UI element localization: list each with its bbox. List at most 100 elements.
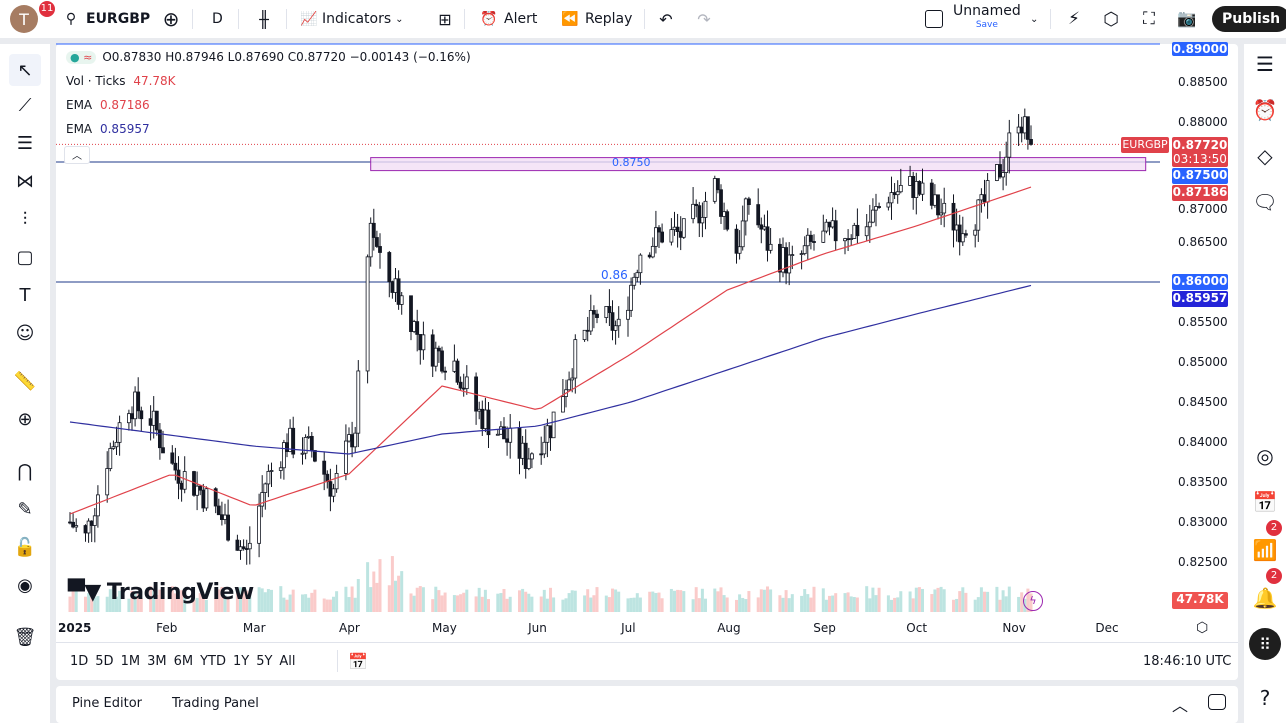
price-tick: 0.88500: [1178, 75, 1228, 89]
volume-bar: [421, 587, 425, 612]
candle-body: [740, 220, 745, 248]
volume-bar: [549, 587, 552, 612]
lightning-event-icon[interactable]: ϟ: [1023, 591, 1043, 611]
stay-drawing-tool[interactable]: ✎: [12, 496, 38, 522]
volume-bar: [933, 589, 937, 612]
measure-tool[interactable]: 📏: [12, 368, 38, 394]
timeframe-3m[interactable]: 3M: [147, 654, 167, 669]
candle-body: [83, 525, 88, 534]
candle-body: [737, 246, 742, 254]
time-tick: Feb: [156, 621, 178, 635]
timeframe-5y[interactable]: 5Y: [256, 654, 273, 669]
hide-drawings-tool[interactable]: ◉: [12, 572, 38, 598]
publish-button[interactable]: Publish: [1212, 6, 1286, 32]
volume-bar: [561, 599, 565, 612]
tab-pine-editor[interactable]: Pine Editor: [72, 696, 143, 711]
volume-bar: [682, 591, 686, 612]
magnet-tool[interactable]: ⋂: [12, 458, 38, 484]
remove-drawings-tool[interactable]: 🗑: [12, 624, 38, 650]
chats-button[interactable]: 🗨: [1251, 188, 1279, 216]
snapshot-button[interactable]: 📷: [1177, 0, 1195, 38]
last-price: 0.87720: [1172, 138, 1228, 152]
maximize-icon[interactable]: [1208, 694, 1226, 710]
redo-button[interactable]: ↷: [695, 0, 713, 38]
candle-body: [914, 181, 919, 198]
candle-body: [939, 212, 943, 216]
timeframe-1y[interactable]: 1Y: [232, 654, 250, 669]
calendar-button[interactable]: 📅: [1251, 488, 1279, 516]
layout-name[interactable]: Unnamed Save: [953, 4, 1021, 30]
save-link[interactable]: Save: [975, 20, 998, 30]
timeframe-1d[interactable]: 1D: [70, 654, 89, 669]
timeframe-ytd[interactable]: YTD: [200, 654, 226, 669]
goto-date-button[interactable]: 📅: [348, 652, 368, 671]
layout-menu-button[interactable]: ⌄: [1030, 0, 1038, 38]
pattern-tool[interactable]: ⋈: [12, 168, 38, 194]
candle-body: [350, 434, 355, 448]
watchlist-button[interactable]: ☰: [1251, 50, 1279, 78]
timeframe-5d[interactable]: 5D: [95, 654, 114, 669]
candle-body: [334, 473, 339, 490]
add-symbol-button[interactable]: ⊕: [160, 0, 182, 38]
axis-settings-button[interactable]: ⬡: [1196, 620, 1208, 636]
tradingview-logo: ▀▼ TradingView: [68, 580, 254, 605]
symbol-search[interactable]: ⚲ EURGBP: [62, 0, 150, 38]
volume-bar: [784, 590, 788, 612]
settings-button[interactable]: ⬡: [1102, 0, 1120, 38]
layout-checkbox[interactable]: [925, 0, 943, 38]
candle-body: [430, 334, 435, 367]
volume-bar: [781, 597, 785, 612]
candle-body: [864, 226, 869, 237]
timeframe-all[interactable]: All: [279, 654, 296, 669]
icon-tool[interactable]: ☺: [12, 320, 38, 346]
candle-body: [421, 334, 426, 351]
object-tree-button[interactable]: ◇: [1251, 142, 1279, 170]
indicators-button[interactable]: 📈 Indicators ⌄: [300, 0, 403, 38]
chart-panel[interactable]: [56, 44, 1238, 680]
tab-trading-panel[interactable]: Trading Panel: [172, 696, 259, 711]
cursor-tool[interactable]: ↖: [9, 54, 41, 86]
zoom-tool[interactable]: ⊕: [12, 406, 38, 432]
apps-button[interactable]: ⠿: [1249, 628, 1281, 660]
collapse-legend-button[interactable]: ︿: [64, 146, 90, 164]
trend-line-tool[interactable]: ⟋: [12, 92, 38, 118]
quick-search-button[interactable]: ⚡: [1065, 0, 1083, 38]
avatar[interactable]: T: [10, 0, 38, 38]
candle-body: [716, 178, 720, 191]
chevron-up-icon[interactable]: ︿: [1172, 696, 1189, 715]
text-tool[interactable]: T: [12, 282, 38, 308]
alerts-button[interactable]: ⏰: [1251, 96, 1279, 124]
volume-bar: [291, 589, 295, 612]
forecast-tool[interactable]: ⫶: [12, 206, 38, 232]
candle-body: [179, 482, 184, 490]
clock[interactable]: 18:46:10 UTC: [1143, 654, 1232, 669]
undo-button[interactable]: ↶: [657, 0, 675, 38]
notifications-button[interactable]: 🔔: [1251, 584, 1279, 612]
volume-bar: [518, 590, 521, 612]
volume-bar: [180, 590, 184, 612]
volume-value: 47.78K: [133, 74, 176, 88]
interval-button[interactable]: D: [212, 0, 223, 38]
timeframe-1m[interactable]: 1M: [120, 654, 141, 669]
candle-body: [678, 231, 683, 238]
volume-bar: [111, 587, 115, 612]
timeframe-6m[interactable]: 6M: [173, 654, 194, 669]
replay-button[interactable]: ⏪ Replay: [561, 0, 632, 38]
signals-button[interactable]: 📶: [1251, 536, 1279, 564]
shapes-tool[interactable]: ▢: [12, 244, 38, 270]
candle-body: [703, 200, 708, 218]
screener-button[interactable]: ◎: [1251, 442, 1279, 470]
candle-body: [89, 520, 94, 526]
chart-type-button[interactable]: ╫: [255, 0, 273, 38]
fib-tool[interactable]: ☰: [12, 130, 38, 156]
square-icon: [925, 10, 943, 28]
fullscreen-button[interactable]: ⛶: [1140, 0, 1158, 38]
help-button[interactable]: ?: [1251, 684, 1279, 712]
chevron-up-icon: ︿: [72, 151, 82, 162]
lock-drawings-tool[interactable]: 🔓: [12, 534, 38, 560]
alert-label: Alert: [504, 11, 538, 27]
templates-button[interactable]: ⊞: [436, 0, 454, 38]
volume-bar: [412, 595, 416, 612]
alert-button[interactable]: ⏰ Alert: [480, 0, 537, 38]
